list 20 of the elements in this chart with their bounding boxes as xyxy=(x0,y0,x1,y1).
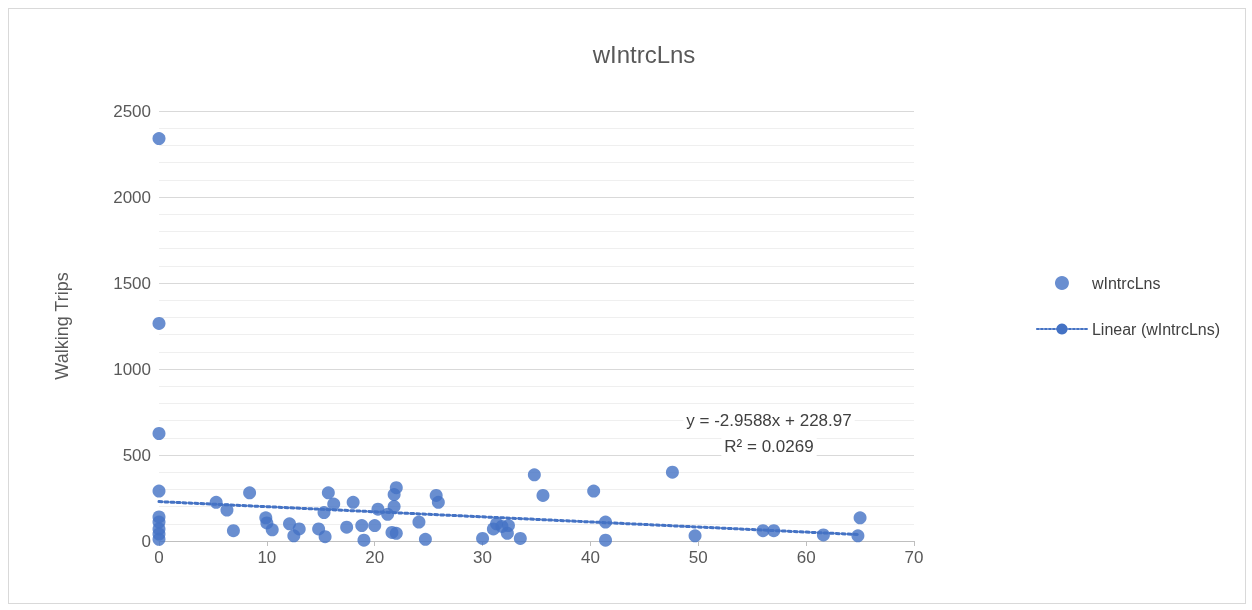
y-tick-label: 1500 xyxy=(113,273,151,293)
x-tick-label: 60 xyxy=(796,548,816,567)
x-tick-label: 10 xyxy=(257,548,277,567)
annotation: y = -2.9588x + 228.97 xyxy=(686,411,852,430)
x-tick-label: 20 xyxy=(365,548,385,567)
legend-label: wIntrcLns xyxy=(1090,274,1161,292)
x-tick-label: 30 xyxy=(473,548,493,567)
y-axis-title: Walking Trips xyxy=(52,272,72,380)
legend-label: Linear (wIntrcLns) xyxy=(1091,320,1220,338)
x-tick-label: 0 xyxy=(154,548,164,567)
y-tick-label: 0 xyxy=(141,531,151,551)
y-tick-label: 2500 xyxy=(113,101,151,121)
chart-title: wIntrcLns xyxy=(591,40,696,68)
x-tick-label: 40 xyxy=(580,548,600,567)
annotation: R² = 0.0269 xyxy=(724,437,814,456)
y-tick-label: 1000 xyxy=(113,359,151,379)
y-tick-label: 500 xyxy=(122,445,151,465)
y-tick-label: 2000 xyxy=(113,187,151,207)
x-tick-label: 50 xyxy=(688,548,708,567)
x-tick-label: 70 xyxy=(904,548,924,567)
